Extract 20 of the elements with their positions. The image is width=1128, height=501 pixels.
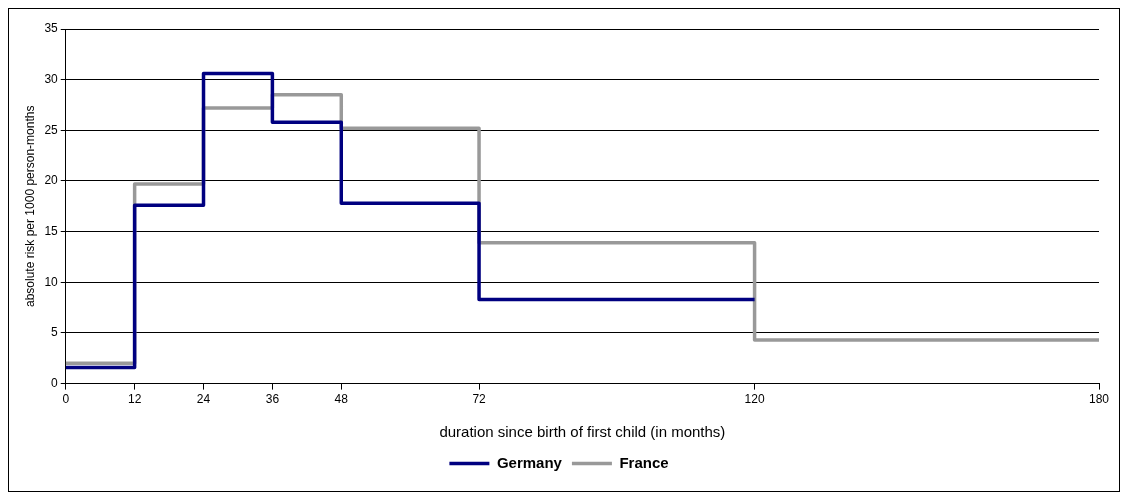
legend-label: France [619, 453, 669, 471]
y-tick-label: 15 [44, 223, 59, 238]
y-tick-label: 25 [44, 122, 59, 137]
x-tick-label: 24 [196, 392, 211, 407]
y-tick-label: 10 [44, 274, 59, 289]
x-tick-label: 36 [265, 392, 280, 407]
y-tick-label: 0 [51, 375, 59, 390]
y-tick-label: 20 [44, 173, 59, 188]
y-axis-title: absolute risk per 1000 person-months [22, 105, 37, 308]
x-tick-label: 12 [127, 392, 142, 407]
x-axis-title: duration since birth of first child (in months) [439, 423, 726, 441]
x-tick-label: 48 [334, 392, 349, 407]
x-tick-label: 180 [1088, 392, 1110, 407]
x-tick-label: 0 [62, 392, 70, 407]
x-tick-label: 72 [472, 392, 487, 407]
legend-label: Germany [496, 453, 563, 471]
y-tick-label: 35 [44, 21, 59, 36]
y-tick-label: 5 [51, 325, 59, 340]
y-tick-label: 30 [44, 71, 59, 86]
x-tick-label: 120 [744, 392, 765, 407]
